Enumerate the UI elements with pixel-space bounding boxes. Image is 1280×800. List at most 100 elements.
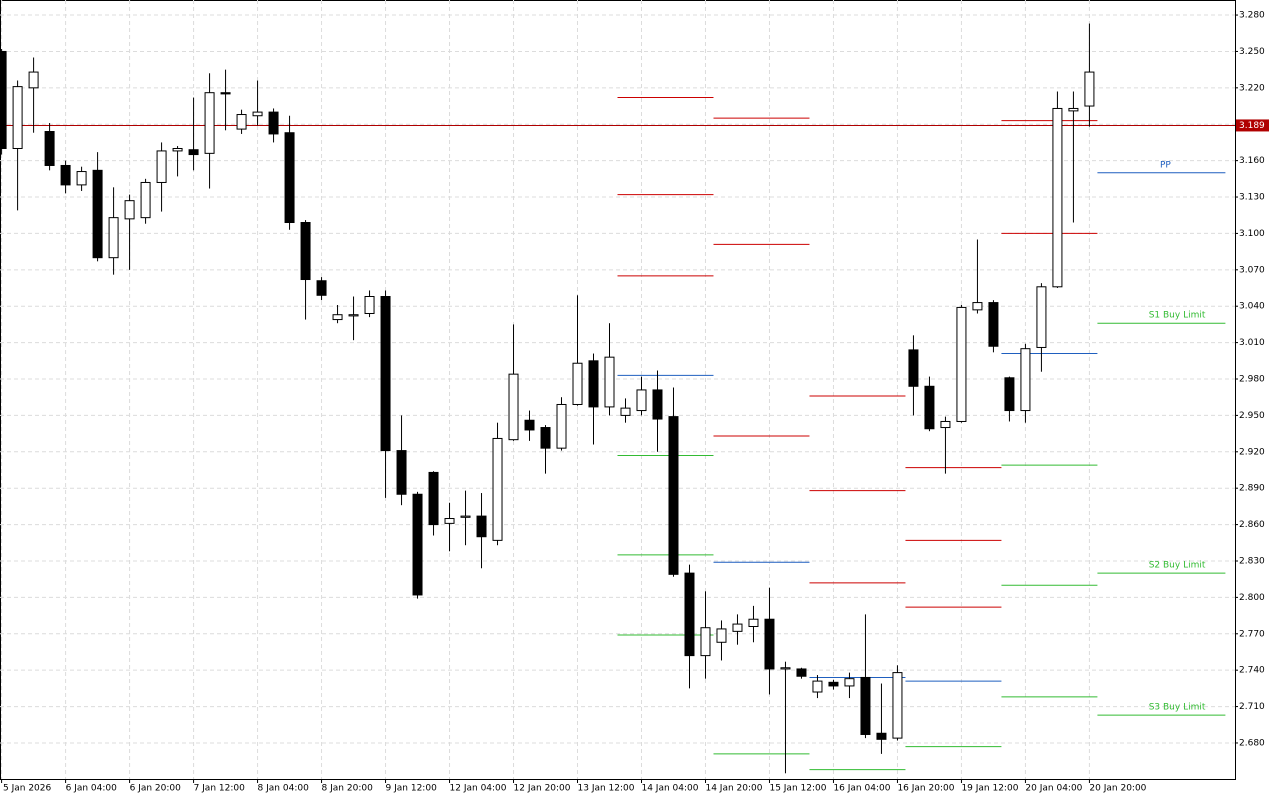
y-tick-label: 2.920 (1239, 447, 1265, 457)
candle-body (1036, 286, 1047, 348)
x-tick-label: 12 Jan 20:00 (514, 784, 571, 794)
candle-body (140, 181, 151, 219)
candle-body (252, 111, 263, 117)
current-price-box (1236, 119, 1269, 132)
support-label: S2 Buy Limit (1149, 561, 1206, 571)
candle-body (1052, 107, 1063, 288)
candle-body (348, 314, 359, 317)
candle-body (924, 385, 935, 430)
x-tick-label: 8 Jan 04:00 (258, 784, 310, 794)
candle-body (748, 618, 759, 627)
candle-body (44, 131, 55, 166)
y-tick-label: 2.830 (1239, 556, 1265, 566)
candle-body (380, 296, 391, 452)
candle-body (844, 678, 855, 687)
candle-body (220, 92, 231, 95)
x-tick-label: 20 Jan 20:00 (1089, 784, 1146, 794)
x-tick-label: 12 Jan 04:00 (450, 784, 507, 794)
y-tick-label: 3.100 (1239, 229, 1265, 239)
candle-body (236, 114, 247, 130)
candle-body (188, 149, 199, 156)
candle-body (972, 302, 983, 311)
x-tick-label: 9 Jan 12:00 (386, 784, 438, 794)
support-label: S3 Buy Limit (1149, 703, 1206, 713)
candle-body (604, 356, 615, 408)
candle-body (716, 628, 727, 643)
candle-body (892, 672, 903, 739)
candle-body (588, 360, 599, 408)
y-tick-label: 2.680 (1239, 738, 1265, 748)
candle-body (428, 471, 439, 526)
y-tick-label: 2.980 (1239, 375, 1265, 385)
x-tick-label: 20 Jan 04:00 (1025, 784, 1082, 794)
candle-body (268, 111, 279, 135)
candle-body (204, 92, 215, 154)
x-tick-label: 13 Jan 12:00 (578, 784, 635, 794)
x-tick-label: 8 Jan 20:00 (322, 784, 374, 794)
y-tick-label: 3.220 (1239, 83, 1265, 93)
candle-body (796, 668, 807, 677)
candle-body (364, 296, 375, 314)
candle-body (1084, 71, 1095, 107)
candle-body (76, 171, 87, 186)
candle-body (332, 314, 343, 321)
x-tick-label: 14 Jan 04:00 (641, 784, 698, 794)
y-tick-label: 3.010 (1239, 338, 1265, 348)
candle-body (668, 416, 679, 575)
candle-body (28, 71, 39, 89)
x-tick-label: 5 Jan 2026 (3, 784, 51, 794)
x-tick-label: 16 Jan 20:00 (897, 784, 954, 794)
candle-body (1068, 107, 1079, 112)
y-tick-label: 2.860 (1239, 520, 1265, 530)
current-price-label: 3.189 (1239, 121, 1265, 131)
y-tick-label: 3.040 (1239, 302, 1265, 312)
candle-body (956, 306, 967, 422)
y-tick-label: 3.160 (1239, 156, 1265, 166)
y-tick-label: 2.770 (1239, 629, 1265, 639)
candle-body (156, 150, 167, 183)
candle-body (860, 676, 871, 735)
x-tick-label: 7 Jan 12:00 (194, 784, 246, 794)
candle-body (124, 200, 135, 220)
candle-body (444, 518, 455, 524)
candle-body (876, 732, 887, 740)
candle-body (412, 493, 423, 596)
y-tick-label: 2.890 (1239, 484, 1265, 494)
y-tick-label: 2.800 (1239, 593, 1265, 603)
candle-body (12, 86, 23, 149)
candle-body (172, 147, 183, 152)
candle-body (700, 627, 711, 657)
x-tick-label: 6 Jan 20:00 (130, 784, 182, 794)
candle-body (988, 302, 999, 347)
candle-body (812, 680, 823, 693)
x-tick-label: 14 Jan 20:00 (705, 784, 762, 794)
y-tick-label: 2.950 (1239, 411, 1265, 421)
candle-body (1020, 348, 1031, 412)
x-tick-label: 15 Jan 12:00 (769, 784, 826, 794)
candle-body (764, 618, 775, 670)
y-tick-label: 3.250 (1239, 47, 1265, 57)
candle-body (636, 389, 647, 412)
candle-body (492, 437, 503, 541)
candle-body (732, 623, 743, 632)
y-tick-label: 3.280 (1239, 11, 1265, 21)
candle-body (460, 515, 471, 518)
x-tick-label: 6 Jan 04:00 (66, 784, 118, 794)
candle-body (92, 169, 103, 259)
candle-body (652, 389, 663, 420)
candle-body (284, 132, 295, 224)
candle-body (476, 515, 487, 538)
candle-body (508, 373, 519, 441)
candle-body (108, 217, 119, 259)
candle-body (524, 419, 535, 431)
support-label: S1 Buy Limit (1149, 311, 1206, 321)
candle-body (940, 420, 951, 429)
pivot-label: PP (1160, 160, 1171, 170)
candle-body (908, 349, 919, 387)
candle-body (300, 222, 311, 281)
candle-body (620, 407, 631, 416)
candle-body (396, 450, 407, 495)
candle-body (780, 667, 791, 670)
